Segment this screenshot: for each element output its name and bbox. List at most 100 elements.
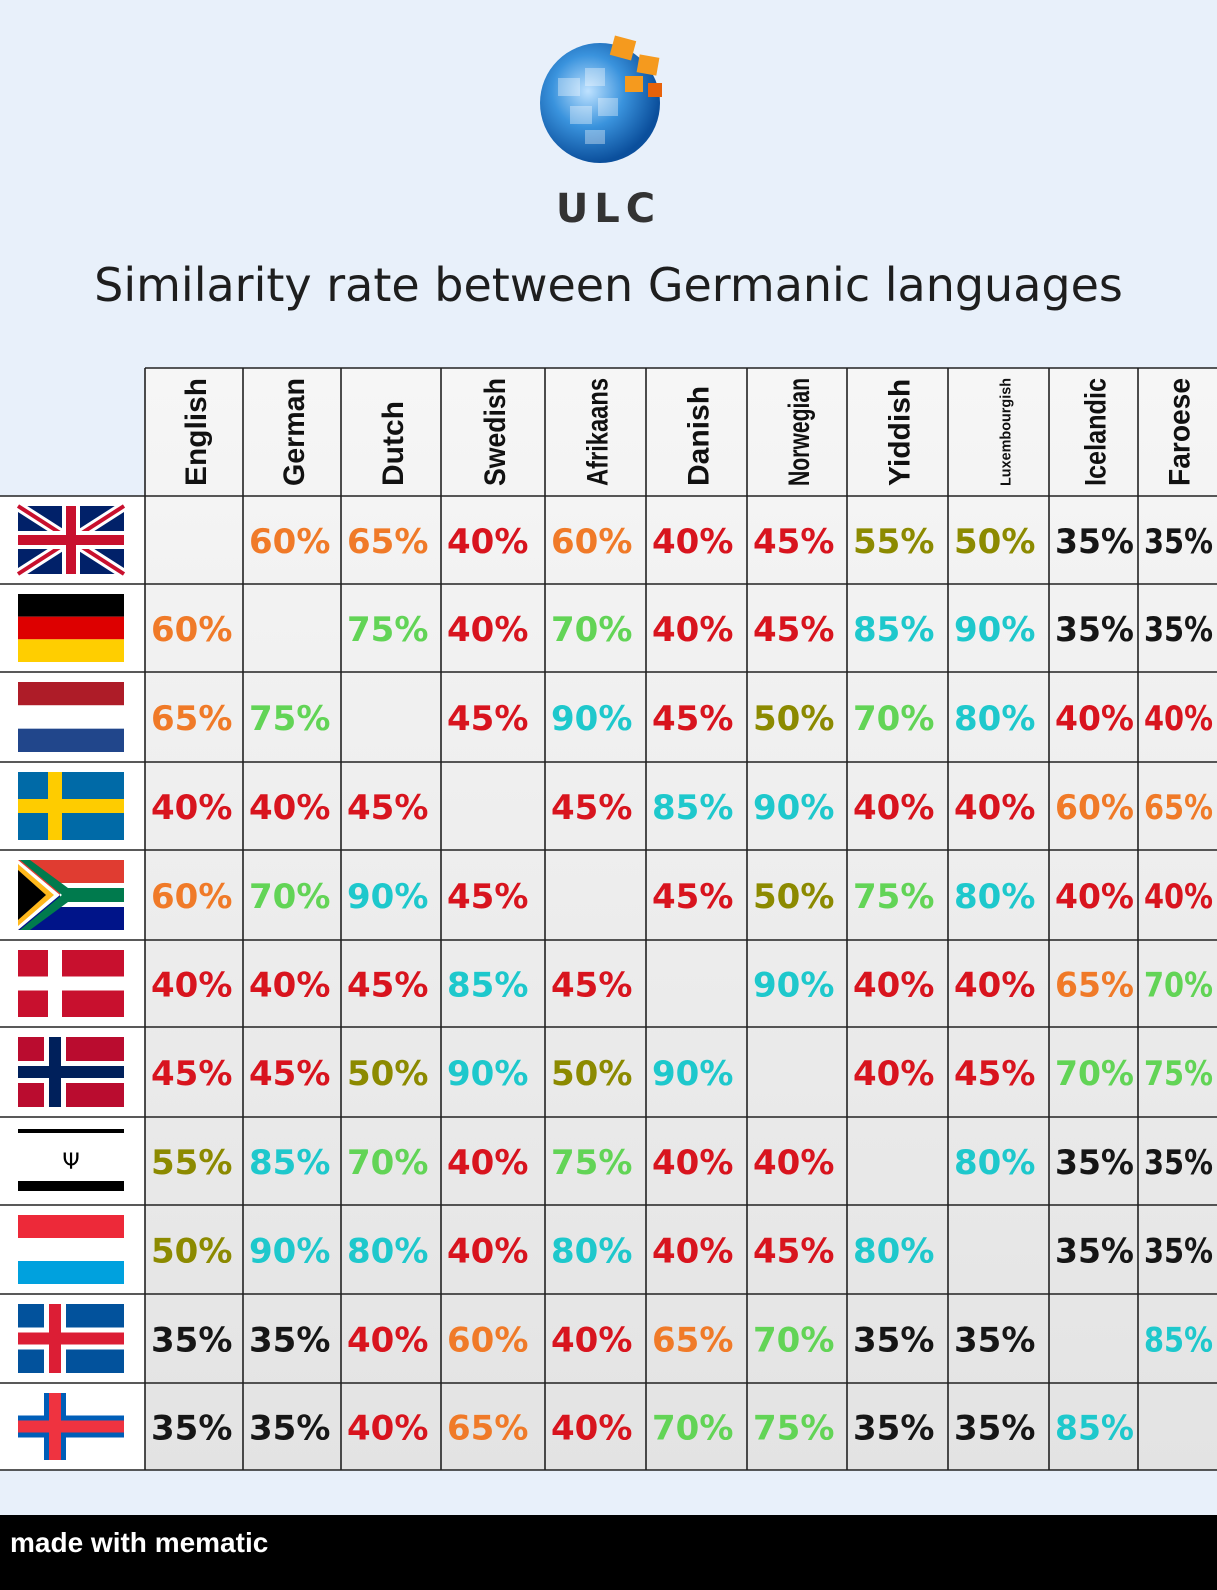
cell-value: 60% [151, 877, 232, 917]
cell-value: 40% [652, 522, 733, 562]
cell-value: 65% [652, 1321, 733, 1361]
cell-value: 45% [551, 788, 632, 828]
cell-value: 40% [347, 1321, 428, 1361]
cell-value: 50% [151, 1232, 232, 1272]
sweden-flag-icon [18, 772, 124, 840]
cell-value: 90% [551, 699, 632, 739]
cell-value: 75% [753, 1409, 834, 1449]
iceland-flag-icon [18, 1304, 124, 1373]
cell-value: 40% [151, 788, 232, 828]
cell-value: 45% [753, 610, 834, 650]
cell-value: 90% [753, 788, 834, 828]
cell-value: 75% [347, 610, 428, 650]
cell-value: 45% [447, 877, 528, 917]
cell-value: 35% [853, 1321, 934, 1361]
denmark-flag-icon [18, 950, 124, 1017]
cell-value: 75% [249, 699, 330, 739]
column-header-afrikaans: Afrikaans [582, 378, 615, 486]
cell-value: 90% [652, 1054, 733, 1094]
cell-value: 80% [954, 1143, 1035, 1183]
cell-value: 40% [551, 1321, 632, 1361]
cell-value: 70% [1144, 966, 1213, 1006]
cell-value: 35% [151, 1409, 232, 1449]
cell-value: 35% [853, 1409, 934, 1449]
cell-value: 40% [151, 966, 232, 1006]
cell-value: 40% [954, 788, 1035, 828]
cell-value: 35% [954, 1321, 1035, 1361]
watermark-text: made with mematic [10, 1527, 269, 1558]
cell-value: 40% [853, 1054, 934, 1094]
cell-value: 45% [954, 1054, 1035, 1094]
cell-value: 40% [551, 1409, 632, 1449]
cell-value: 75% [853, 877, 934, 917]
cell-value: 35% [1055, 522, 1134, 562]
cell-value: 45% [652, 699, 733, 739]
column-header-english: English [180, 378, 213, 486]
cell-value: 75% [1144, 1054, 1213, 1094]
column-header-yiddish: Yiddish [884, 379, 917, 486]
cell-value: 85% [1055, 1409, 1134, 1449]
column-header-dutch: Dutch [377, 401, 410, 486]
cell-value: 35% [249, 1409, 330, 1449]
cell-value: 50% [347, 1054, 428, 1094]
cell-value: 45% [249, 1054, 330, 1094]
cell-value: 85% [1144, 1321, 1213, 1361]
cell-value: 45% [652, 877, 733, 917]
brand-name: ULC [555, 186, 662, 232]
cell-value: 50% [954, 522, 1035, 562]
cell-value: 65% [347, 522, 428, 562]
cell-value: 40% [249, 788, 330, 828]
cell-value: 80% [551, 1232, 632, 1272]
column-header-danish: Danish [683, 386, 716, 486]
cell-value: 50% [753, 699, 834, 739]
cell-value: 85% [652, 788, 733, 828]
cell-value: 40% [1144, 699, 1213, 739]
cell-value: 40% [652, 1232, 733, 1272]
column-header-german: German [278, 378, 311, 486]
cell-value: 55% [853, 522, 934, 562]
netherlands-flag-icon [18, 682, 124, 752]
cell-value: 85% [249, 1143, 330, 1183]
cell-value: 35% [1055, 610, 1134, 650]
yiddish-flag-icon: Ψ [18, 1127, 124, 1195]
cell-value: 35% [1144, 610, 1213, 650]
cell-value: 35% [1144, 1143, 1213, 1183]
cell-value: 35% [1144, 522, 1213, 562]
cell-value: 45% [753, 1232, 834, 1272]
uk-flag-icon [15, 501, 127, 579]
cell-value: 40% [447, 1232, 528, 1272]
cell-value: 45% [347, 788, 428, 828]
cell-value: 35% [1055, 1232, 1134, 1272]
cell-value: 50% [551, 1054, 632, 1094]
cell-value: 40% [447, 1143, 528, 1183]
cell-value: 65% [1055, 966, 1134, 1006]
table-background [145, 368, 1217, 1470]
faroe-flag-icon [18, 1393, 124, 1460]
cell-value: 45% [151, 1054, 232, 1094]
cell-value: 60% [1055, 788, 1134, 828]
cell-value: 65% [1144, 788, 1213, 828]
cell-value: 40% [652, 610, 733, 650]
column-header-swedish: Swedish [479, 378, 512, 486]
cell-value: 90% [753, 966, 834, 1006]
cell-value: 70% [249, 877, 330, 917]
column-header-luxembourgish: Luxembourgish [998, 378, 1015, 486]
cell-value: 70% [1055, 1054, 1134, 1094]
cell-value: 85% [447, 966, 528, 1006]
cell-value: 40% [954, 966, 1035, 1006]
cell-value: 70% [551, 610, 632, 650]
south-africa-flag-icon [18, 860, 124, 930]
cell-value: 45% [347, 966, 428, 1006]
ulc-globe-logo [540, 35, 662, 163]
cell-value: 35% [954, 1409, 1035, 1449]
cell-value: 70% [347, 1143, 428, 1183]
cell-value: 40% [447, 610, 528, 650]
cell-value: 40% [753, 1143, 834, 1183]
luxembourg-flag-icon [18, 1215, 124, 1284]
cell-value: 60% [551, 522, 632, 562]
cell-value: 60% [151, 610, 232, 650]
cell-value: 45% [753, 522, 834, 562]
cell-value: 35% [151, 1321, 232, 1361]
cell-value: 40% [1055, 877, 1134, 917]
